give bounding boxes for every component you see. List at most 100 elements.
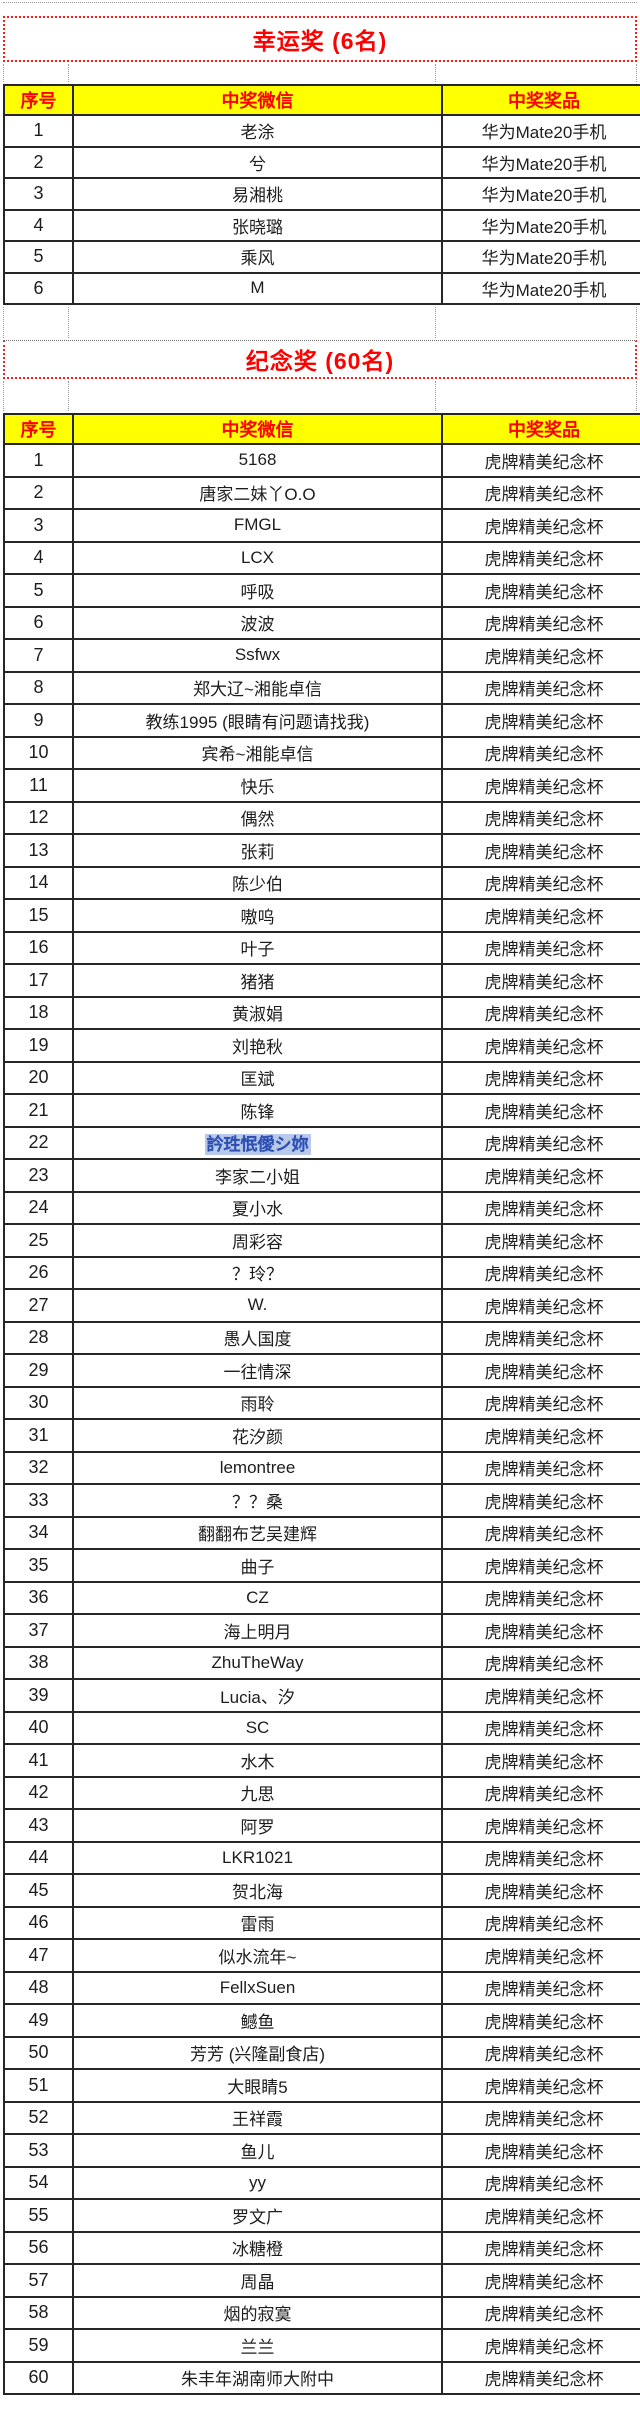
table-row: 51 大眼睛5 虎牌精美纪念杯 xyxy=(3,2068,640,2103)
cell-prize: 虎牌精美纪念杯 xyxy=(441,963,640,998)
table-row: 59 兰兰 虎牌精美纪念杯 xyxy=(3,2328,640,2363)
cell-prize: 虎牌精美纪念杯 xyxy=(441,800,640,835)
table-row: 16 叶子 虎牌精美纪念杯 xyxy=(3,930,640,965)
table-row: 5 呼吸 虎牌精美纪念杯 xyxy=(3,573,640,608)
table-row: 40 SC 虎牌精美纪念杯 xyxy=(3,1710,640,1745)
cell-wechat-name: 宾希~湘能卓信 xyxy=(72,735,443,770)
cell-wechat-name: 水木 xyxy=(72,1743,443,1778)
memorial-prize-table: 序号 中奖微信 中奖奖品 1 5168 虎牌精美纪念杯 2 唐家二妹丫O.O 虎牌精美纪念… xyxy=(3,413,640,2395)
cell-prize: 虎牌精美纪念杯 xyxy=(441,1970,640,2005)
cell-wechat-name: 雷雨 xyxy=(72,1905,443,1940)
cell-index: 5 xyxy=(3,240,74,274)
table-row: 39 Lucia、汐 虎牌精美纪念杯 xyxy=(3,1678,640,1713)
cell-prize: 虎牌精美纪念杯 xyxy=(441,605,640,640)
cell-wechat-name: 王祥霞 xyxy=(72,2100,443,2135)
table-row: 60 朱丰年湖南师大附中 虎牌精美纪念杯 xyxy=(3,2360,640,2395)
cell-wechat-name: yy xyxy=(72,2165,443,2200)
cell-index: 17 xyxy=(3,963,74,998)
header-cell-wechat: 中奖微信 xyxy=(72,84,443,116)
cell-index: 1 xyxy=(3,443,74,478)
table-row: 25 周彩容 虎牌精美纪念杯 xyxy=(3,1223,640,1258)
cell-prize: 虎牌精美纪念杯 xyxy=(441,1158,640,1193)
cell-wechat-name: Ssfwx xyxy=(72,638,443,673)
highlighted-wechat-name: 訡珄怋僾シ妳 xyxy=(204,1134,311,1156)
cell-prize: 虎牌精美纪念杯 xyxy=(441,2133,640,2168)
header-row: 序号 中奖微信 中奖奖品 xyxy=(3,413,640,445)
cell-index: 25 xyxy=(3,1223,74,1258)
cell-prize: 虎牌精美纪念杯 xyxy=(441,1938,640,1973)
cell-prize: 虎牌精美纪念杯 xyxy=(441,1710,640,1745)
cell-wechat-name: 雨聆 xyxy=(72,1385,443,1420)
cell-wechat-name: 匡斌 xyxy=(72,1060,443,1095)
table-row: 26 ？玲？ 虎牌精美纪念杯 xyxy=(3,1255,640,1290)
table-row: 49 鳡鱼 虎牌精美纪念杯 xyxy=(3,2003,640,2038)
gridline-vertical xyxy=(3,64,4,82)
cell-index: 4 xyxy=(3,208,74,242)
cell-index: 33 xyxy=(3,1483,74,1518)
cell-index: 12 xyxy=(3,800,74,835)
cell-prize: 虎牌精美纪念杯 xyxy=(441,995,640,1030)
table-row: 31 花汐颜 虎牌精美纪念杯 xyxy=(3,1418,640,1453)
cell-prize: 虎牌精美纪念杯 xyxy=(441,703,640,738)
cell-wechat-name: 兰兰 xyxy=(72,2328,443,2363)
cell-wechat-name: 教练1995 (眼睛有问题请找我) xyxy=(72,703,443,738)
table-row: 44 LKR1021 虎牌精美纪念杯 xyxy=(3,1840,640,1875)
table-row: 8 郑大辽~湘能卓信 虎牌精美纪念杯 xyxy=(3,670,640,705)
table-row: 37 海上明月 虎牌精美纪念杯 xyxy=(3,1613,640,1648)
cell-prize: 虎牌精美纪念杯 xyxy=(441,898,640,933)
cell-index: 27 xyxy=(3,1288,74,1323)
cell-prize: 虎牌精美纪念杯 xyxy=(441,1905,640,1940)
cell-index: 7 xyxy=(3,638,74,673)
cell-wechat-name: 嗷呜 xyxy=(72,898,443,933)
cell-index: 48 xyxy=(3,1970,74,2005)
cell-index: 30 xyxy=(3,1385,74,1420)
cell-prize: 虎牌精美纪念杯 xyxy=(441,1743,640,1778)
table-row: 3 FMGL 虎牌精美纪念杯 xyxy=(3,508,640,543)
gridline-vertical xyxy=(68,307,69,338)
table-row: 19 刘艳秋 虎牌精美纪念杯 xyxy=(3,1028,640,1063)
cell-index: 47 xyxy=(3,1938,74,1973)
cell-index: 41 xyxy=(3,1743,74,1778)
table-row: 30 雨聆 虎牌精美纪念杯 xyxy=(3,1385,640,1420)
cell-index: 57 xyxy=(3,2263,74,2298)
table-row: 24 夏小水 虎牌精美纪念杯 xyxy=(3,1190,640,1225)
table-row: 38 ZhuTheWay 虎牌精美纪念杯 xyxy=(3,1645,640,1680)
table-row: 2 唐家二妹丫O.O 虎牌精美纪念杯 xyxy=(3,475,640,510)
cell-index: 29 xyxy=(3,1353,74,1388)
cell-index: 3 xyxy=(3,508,74,543)
cell-index: 16 xyxy=(3,930,74,965)
table-row: 46 雷雨 虎牌精美纪念杯 xyxy=(3,1905,640,1940)
cell-prize: 虎牌精美纪念杯 xyxy=(441,1775,640,1810)
cell-prize: 虎牌精美纪念杯 xyxy=(441,1190,640,1225)
cell-wechat-name: ？？桑 xyxy=(72,1483,443,1518)
cell-prize: 虎牌精美纪念杯 xyxy=(441,573,640,608)
cell-prize: 虎牌精美纪念杯 xyxy=(441,508,640,543)
cell-wechat-name: 郑大辽~湘能卓信 xyxy=(72,670,443,705)
table-row: 15 嗷呜 虎牌精美纪念杯 xyxy=(3,898,640,933)
cell-index: 44 xyxy=(3,1840,74,1875)
gridline-vertical xyxy=(435,381,436,411)
cell-wechat-name: ZhuTheWay xyxy=(72,1645,443,1680)
cell-wechat-name: Lucia、汐 xyxy=(72,1678,443,1713)
cell-index: 2 xyxy=(3,145,74,179)
cell-index: 24 xyxy=(3,1190,74,1225)
cell-wechat-name: 芳芳 (兴隆副食店) xyxy=(72,2035,443,2070)
table-row: 11 快乐 虎牌精美纪念杯 xyxy=(3,768,640,803)
grid-gap xyxy=(3,305,637,340)
cell-index: 6 xyxy=(3,271,74,305)
cell-wechat-name: W. xyxy=(72,1288,443,1323)
cell-prize: 虎牌精美纪念杯 xyxy=(441,865,640,900)
cell-prize: 虎牌精美纪念杯 xyxy=(441,1255,640,1290)
table-row: 52 王祥霞 虎牌精美纪念杯 xyxy=(3,2100,640,2135)
cell-index: 26 xyxy=(3,1255,74,1290)
cell-wechat-name: 李家二小姐 xyxy=(72,1158,443,1193)
cell-prize: 虎牌精美纪念杯 xyxy=(441,1515,640,1550)
table-row: 7 Ssfwx 虎牌精美纪念杯 xyxy=(3,638,640,673)
header-cell-index: 序号 xyxy=(3,413,74,445)
cell-index: 2 xyxy=(3,475,74,510)
cell-index: 6 xyxy=(3,605,74,640)
cell-prize: 虎牌精美纪念杯 xyxy=(441,1223,640,1258)
cell-wechat-name: 訡珄怋僾シ妳 xyxy=(72,1125,443,1160)
cell-prize: 虎牌精美纪念杯 xyxy=(441,1125,640,1160)
